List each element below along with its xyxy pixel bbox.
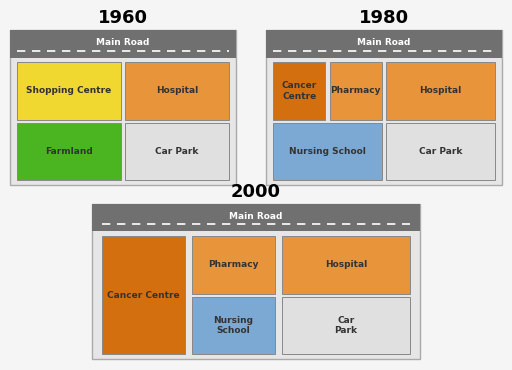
FancyBboxPatch shape (282, 297, 410, 354)
Text: Car
Park: Car Park (334, 316, 357, 335)
Text: Nursing School: Nursing School (289, 147, 366, 156)
FancyBboxPatch shape (330, 62, 381, 120)
Text: Car Park: Car Park (155, 147, 199, 156)
Text: Main Road: Main Road (357, 38, 411, 47)
Text: Hospital: Hospital (325, 260, 367, 269)
Text: Cancer
Centre: Cancer Centre (282, 81, 317, 101)
Text: Farmland: Farmland (45, 147, 93, 156)
FancyBboxPatch shape (125, 123, 229, 180)
Bar (266, 30, 502, 58)
Text: 2000: 2000 (231, 182, 281, 201)
Text: Main Road: Main Road (229, 212, 283, 221)
Bar (92, 204, 420, 232)
FancyBboxPatch shape (192, 236, 275, 294)
FancyBboxPatch shape (10, 30, 236, 185)
Text: Hospital: Hospital (156, 87, 198, 95)
Text: 1980: 1980 (359, 9, 409, 27)
FancyBboxPatch shape (282, 236, 410, 294)
FancyBboxPatch shape (125, 62, 229, 120)
FancyBboxPatch shape (266, 30, 502, 185)
FancyBboxPatch shape (387, 62, 495, 120)
Text: Pharmacy: Pharmacy (330, 87, 381, 95)
FancyBboxPatch shape (92, 204, 420, 359)
Text: Pharmacy: Pharmacy (208, 260, 259, 269)
Bar (10, 30, 236, 58)
FancyBboxPatch shape (273, 123, 381, 180)
Text: Nursing
School: Nursing School (214, 316, 253, 335)
FancyBboxPatch shape (17, 62, 121, 120)
FancyBboxPatch shape (192, 297, 275, 354)
Text: 1960: 1960 (98, 9, 148, 27)
FancyBboxPatch shape (102, 236, 185, 354)
FancyBboxPatch shape (273, 62, 325, 120)
Text: Cancer Centre: Cancer Centre (108, 291, 180, 300)
Text: Hospital: Hospital (419, 87, 462, 95)
FancyBboxPatch shape (387, 123, 495, 180)
Text: Shopping Centre: Shopping Centre (26, 87, 112, 95)
Text: Car Park: Car Park (419, 147, 462, 156)
Text: Main Road: Main Road (96, 38, 150, 47)
FancyBboxPatch shape (17, 123, 121, 180)
